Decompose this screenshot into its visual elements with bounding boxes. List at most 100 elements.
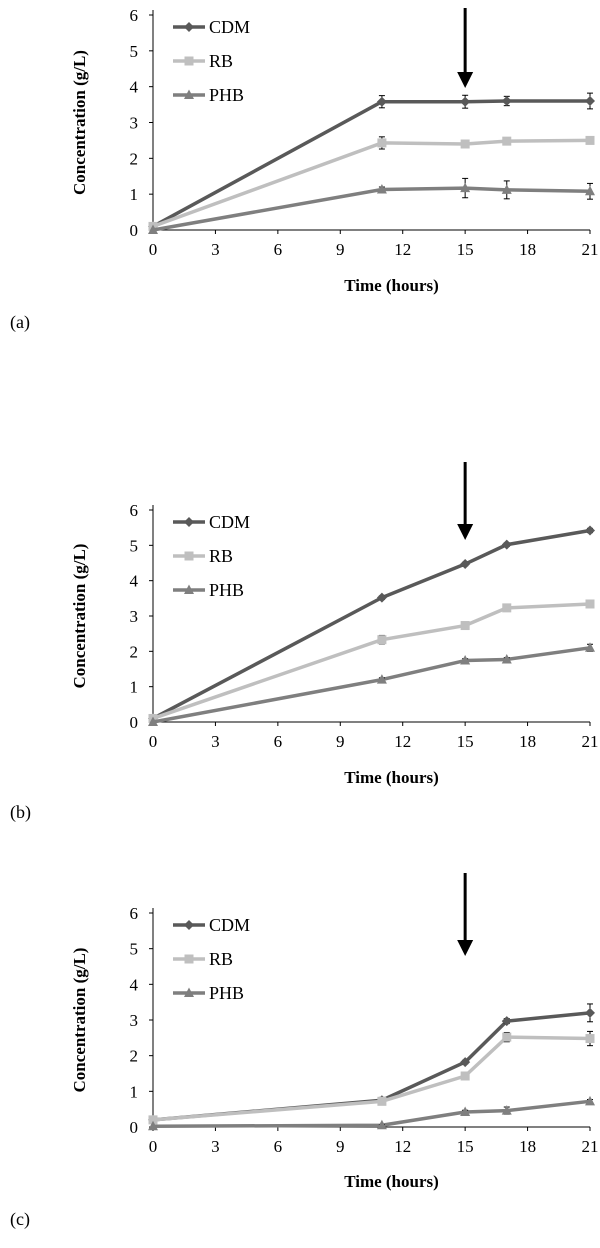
x-tick-label: 6 (274, 240, 283, 259)
y-tick-label: 6 (130, 6, 139, 25)
data-point (376, 592, 387, 603)
data-point (148, 224, 158, 234)
series-line (152, 99, 590, 228)
legend-swatch-marker (184, 954, 194, 964)
x-tick-label: 18 (519, 1137, 536, 1156)
data-point (376, 96, 387, 107)
data-point (585, 642, 595, 652)
data-point (585, 96, 595, 106)
legend-swatch-marker (184, 987, 194, 997)
y-tick-label: 4 (130, 975, 139, 994)
x-tick-label: 3 (211, 732, 220, 751)
data-point (501, 1016, 512, 1027)
data-point (460, 1057, 471, 1068)
legend-swatch-marker (184, 517, 194, 527)
arrow-head (457, 940, 474, 956)
legend-label: RB (209, 51, 233, 71)
legend: CDM RB PHB (173, 915, 250, 1003)
x-tick-label: 15 (457, 240, 474, 259)
series-line (152, 138, 591, 229)
data-point (460, 655, 471, 665)
data-point (585, 1007, 595, 1018)
data-point (501, 1105, 512, 1115)
x-tick-label: 21 (582, 1137, 599, 1156)
y-tick-label: 6 (130, 904, 139, 923)
x-tick-label: 18 (519, 240, 536, 259)
data-point (148, 1120, 158, 1131)
y-tick-label: 2 (130, 149, 139, 168)
y-tick-label: 5 (130, 940, 139, 959)
y-tick-label: 0 (130, 221, 139, 240)
data-point (460, 139, 470, 149)
legend-label: PHB (209, 580, 244, 600)
data-point (585, 135, 595, 145)
y-tick-label: 4 (130, 78, 139, 97)
legend-swatch-marker (184, 89, 194, 99)
y-tick-label: 0 (130, 713, 139, 732)
legend-swatch-marker (184, 920, 194, 930)
series-rb (148, 1030, 595, 1125)
data-point (377, 1096, 387, 1106)
panel-label: (c) (10, 1209, 30, 1230)
series-phb (148, 1095, 595, 1131)
x-tick-label: 6 (274, 732, 283, 751)
data-point (585, 525, 595, 536)
data-point (460, 621, 470, 631)
legend-label: PHB (209, 85, 244, 105)
data-point (148, 716, 158, 726)
data-point (501, 184, 512, 194)
data-point (460, 182, 471, 193)
data-point (460, 1106, 471, 1117)
x-tick-label: 15 (457, 732, 474, 751)
arrow-head (457, 72, 474, 88)
y-tick-label: 1 (130, 185, 139, 204)
x-tick-label: 12 (394, 732, 411, 751)
legend-swatch-marker (184, 56, 194, 66)
x-axis-title: Time (hours) (344, 768, 439, 787)
x-axis-title: Time (hours) (344, 276, 439, 295)
y-tick-label: 2 (130, 642, 139, 661)
data-point (460, 96, 471, 107)
series-line (152, 186, 591, 232)
data-point (585, 185, 595, 196)
x-tick-label: 18 (519, 732, 536, 751)
x-tick-label: 21 (582, 240, 599, 259)
panel-label: (b) (10, 802, 31, 823)
arrow-head (457, 524, 474, 540)
x-tick-label: 3 (211, 1137, 220, 1156)
x-axis-title: Time (hours) (344, 1172, 439, 1191)
legend: CDM RB PHB (173, 512, 250, 600)
series-rb (148, 599, 595, 723)
x-tick-label: 12 (394, 240, 411, 259)
x-tick-label: 21 (582, 732, 599, 751)
data-point (376, 674, 387, 684)
series-cdm (148, 92, 595, 232)
legend-swatch-marker (184, 22, 194, 32)
data-point (502, 136, 512, 146)
y-tick-label: 3 (130, 1011, 139, 1030)
x-tick-label: 15 (457, 1137, 474, 1156)
x-tick-label: 0 (149, 240, 158, 259)
y-tick-label: 2 (130, 1047, 139, 1066)
data-point (501, 96, 512, 106)
legend-label: PHB (209, 983, 244, 1003)
y-tick-label: 3 (130, 607, 139, 626)
data-point (376, 1119, 387, 1130)
legend-label: CDM (209, 512, 250, 532)
data-point (501, 539, 512, 550)
x-tick-label: 12 (394, 1137, 411, 1156)
data-point (376, 184, 387, 194)
data-point (585, 1095, 595, 1106)
x-tick-label: 0 (149, 732, 158, 751)
series-phb (148, 642, 595, 726)
y-tick-label: 6 (130, 501, 139, 520)
data-point (377, 138, 387, 148)
y-axis-title: Concentration (g/L) (70, 50, 89, 195)
data-point (460, 1071, 470, 1081)
y-tick-label: 5 (130, 42, 139, 61)
y-tick-label: 3 (130, 114, 139, 133)
series-line (152, 602, 591, 721)
